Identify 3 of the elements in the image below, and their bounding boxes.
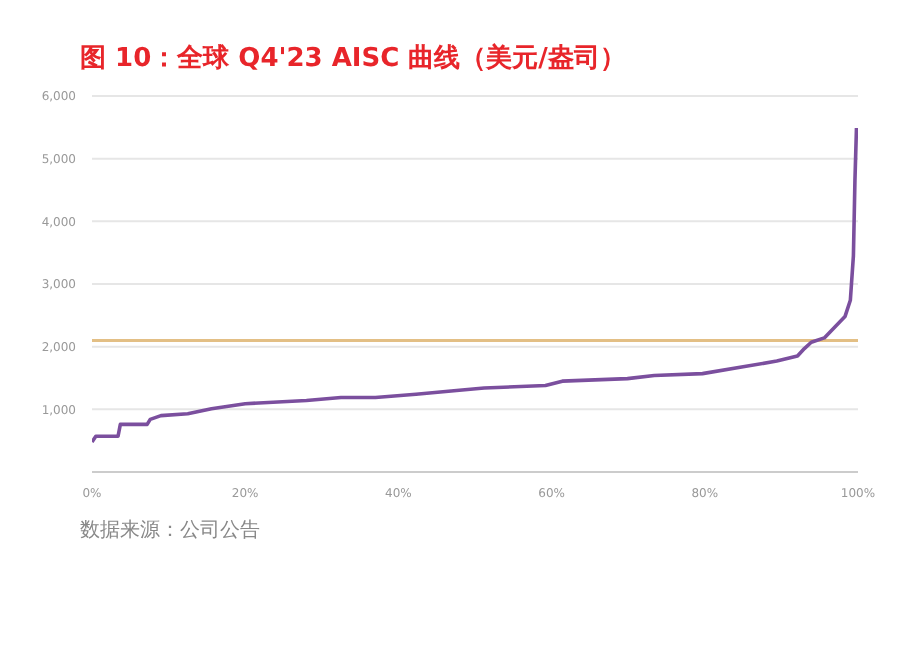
chart-title: 图 10：全球 Q4'23 AISC 曲线（美元/盎司） [80, 41, 626, 76]
source-note: 数据来源：公司公告 [80, 517, 260, 544]
line-series [92, 126, 858, 444]
